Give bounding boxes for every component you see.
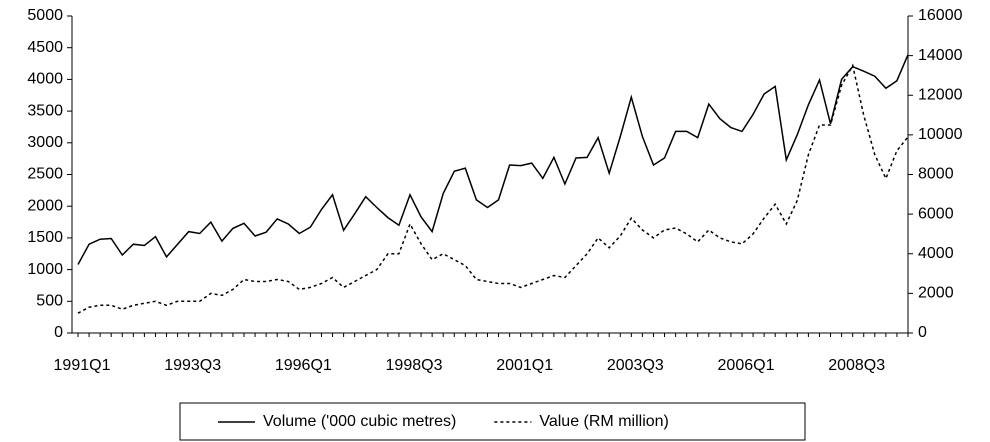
- legend-label: Volume ('000 cubic metres): [263, 413, 456, 430]
- y-tick-label: 3500: [27, 102, 63, 119]
- y2-tick-label: 0: [918, 324, 927, 341]
- y-tick-label: 500: [36, 293, 63, 310]
- y2-tick-label: 8000: [918, 166, 954, 183]
- y2-tick-label: 2000: [918, 285, 954, 302]
- legend-label: Value (RM million): [539, 413, 669, 430]
- legend-box: [179, 402, 806, 441]
- y-tick-label: 5000: [27, 7, 63, 24]
- series-line: [77, 63, 909, 314]
- y2-tick-label: 16000: [918, 7, 963, 24]
- y-tick-label: 0: [54, 324, 63, 341]
- x-tick-label: 2001Q1: [496, 357, 553, 374]
- y-tick-label: 2000: [27, 197, 63, 214]
- y-tick-label: 4000: [27, 71, 63, 88]
- y2-tick-label: 10000: [918, 126, 963, 143]
- x-tick-label: 1998Q3: [386, 357, 443, 374]
- x-tick-label: 1993Q3: [164, 357, 221, 374]
- y-tick-label: 1000: [27, 261, 63, 278]
- x-tick-label: 1991Q1: [54, 357, 111, 374]
- y2-tick-label: 12000: [918, 86, 963, 103]
- x-tick-label: 2008Q3: [828, 357, 885, 374]
- y2-tick-label: 4000: [918, 245, 954, 262]
- x-tick-label: 1996Q1: [275, 357, 332, 374]
- y-tick-label: 1500: [27, 229, 63, 246]
- y-tick-label: 3000: [27, 134, 63, 151]
- x-tick-label: 2003Q3: [607, 357, 664, 374]
- y2-tick-label: 14000: [918, 47, 963, 64]
- y-tick-label: 2500: [27, 166, 63, 183]
- y-tick-label: 4500: [27, 39, 63, 56]
- x-tick-label: 2006Q1: [718, 357, 775, 374]
- series-line: [77, 54, 909, 265]
- y2-tick-label: 6000: [918, 205, 954, 222]
